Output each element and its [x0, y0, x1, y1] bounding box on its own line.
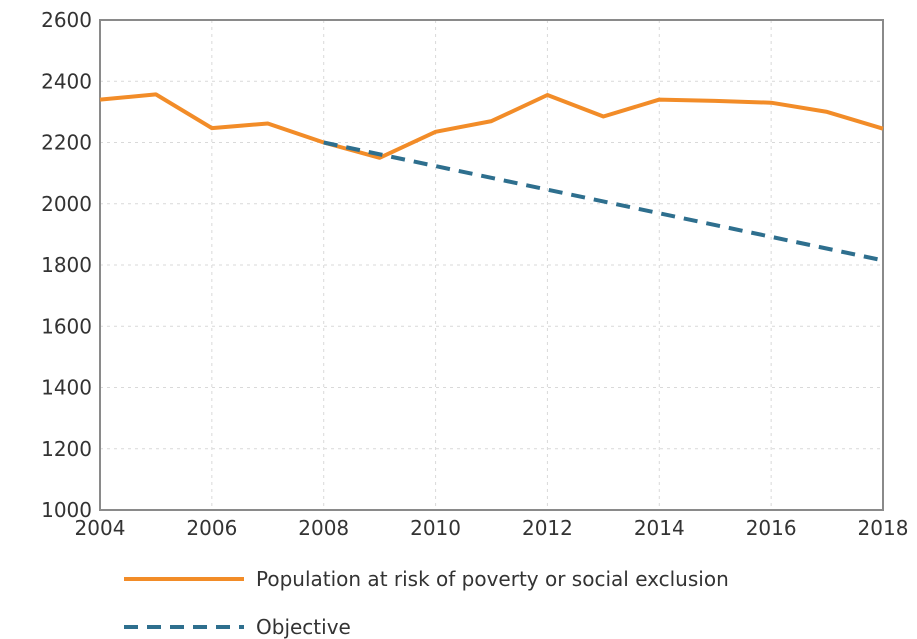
x-tick-label: 2016: [746, 516, 797, 540]
legend: Population at risk of poverty or social …: [124, 567, 729, 639]
x-axis-ticks: 2004 2006 2008 2010 2012 2014 2016 2018: [75, 516, 909, 540]
legend-label: Population at risk of poverty or social …: [256, 567, 729, 591]
y-tick-label: 1000: [41, 498, 92, 522]
x-tick-label: 2012: [522, 516, 573, 540]
y-tick-label: 2400: [41, 69, 92, 93]
x-tick-label: 2014: [634, 516, 685, 540]
y-tick-label: 2000: [41, 192, 92, 216]
y-axis-ticks: 1000 1200 1400 1600 1800 2000 2200 2400 …: [41, 8, 92, 522]
x-tick-label: 2018: [858, 516, 909, 540]
y-tick-label: 1800: [41, 253, 92, 277]
grid: [100, 20, 883, 510]
x-tick-label: 2010: [410, 516, 461, 540]
x-tick-label: 2008: [298, 516, 349, 540]
x-tick-label: 2006: [186, 516, 237, 540]
y-tick-label: 1200: [41, 437, 92, 461]
legend-label: Objective: [256, 615, 351, 639]
series-line-population-at-risk: [99, 92, 884, 160]
series-layer: [99, 92, 884, 263]
series-line-objective: [323, 140, 884, 263]
plot-frame: [99, 19, 884, 511]
legend-item: Objective: [124, 615, 351, 639]
y-tick-label: 1600: [41, 314, 92, 338]
y-tick-label: 2600: [41, 8, 92, 32]
x-tick-label: 2004: [75, 516, 126, 540]
legend-item: Population at risk of poverty or social …: [124, 567, 729, 591]
axes: [99, 19, 884, 511]
y-tick-label: 1400: [41, 376, 92, 400]
y-tick-label: 2200: [41, 131, 92, 155]
